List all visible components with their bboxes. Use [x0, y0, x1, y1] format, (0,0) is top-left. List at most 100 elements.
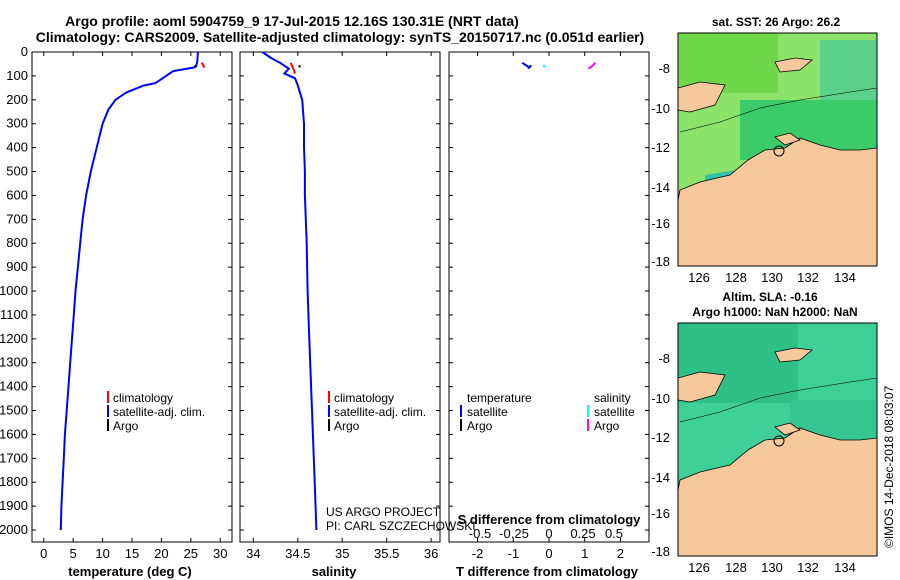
s-difference-tick-labels: -0.5 -0.25 0 0.25 0.5	[469, 526, 623, 541]
depth-tick-label: 1900	[0, 498, 28, 513]
depth-tick-label: 1000	[0, 283, 28, 298]
depth-tick-label: 800	[6, 235, 28, 250]
x-tick-label: 5	[70, 546, 77, 561]
imos-timestamp: ©IMOS 14-Dec-2018 08:03:07	[882, 385, 896, 548]
x-tick-label: 0	[40, 546, 47, 561]
legend-label-argo: Argo	[113, 419, 139, 433]
lon-tick-label: 134	[834, 560, 856, 575]
depth-tick-label: 1400	[0, 379, 28, 394]
difference-depth-ticks	[449, 51, 649, 531]
sst-depth-contour	[679, 87, 877, 133]
temperature-panel: 0100200300400500600700800900100011001200…	[0, 44, 233, 579]
t-difference-axis-label: T difference from climatology	[456, 564, 639, 579]
sla-map-axes: -8 -10 -12 -14 -16 -18 126 128 130 132 1…	[651, 351, 856, 575]
temperature-axis: 0 5 10 15 20 25 30	[40, 52, 227, 561]
x-tick-label: 0	[545, 546, 552, 561]
depth-tick-label: 1100	[0, 307, 28, 322]
series-line-satellite-adj-clim-	[261, 51, 318, 531]
lat-tick-label: -10	[651, 101, 670, 116]
sst-map-frame	[677, 32, 878, 267]
depth-tick-label: 0	[21, 44, 28, 59]
temperature-axis-label: temperature (deg C)	[68, 564, 192, 579]
sla-depth-contour	[679, 377, 877, 423]
legend-label-argo: Argo	[334, 419, 360, 433]
x-tick-label: 1	[581, 546, 588, 561]
x-tick-label: 36	[424, 546, 438, 561]
x-tick-label: -1	[508, 546, 520, 561]
temperature-plot-frame	[31, 51, 233, 543]
t-difference-axis: -2 -1 0 1 2	[472, 52, 624, 561]
figure-title-line2: Climatology: CARS2009. Satellite-adjuste…	[36, 29, 644, 45]
depth-tick-label: 100	[6, 68, 28, 83]
depth-tick-label: 500	[6, 164, 28, 179]
lon-tick-label: 130	[761, 270, 783, 285]
sst-map-axes: -8 -10 -12 -14 -16 -18 126 128 130 132 1…	[651, 61, 856, 285]
series-line-climatology	[200, 62, 206, 68]
x-tick-label: 34.5	[285, 546, 310, 561]
lat-tick-label: -12	[651, 140, 670, 155]
legend-header-salinity: salinity	[594, 391, 631, 405]
x-tick-label: 25	[184, 546, 198, 561]
difference-legend: temperature salinity satellite Argo sate…	[460, 391, 635, 433]
sst-map-image	[678, 33, 877, 266]
lon-tick-label: 132	[797, 270, 819, 285]
depth-tick-label: 2000	[0, 522, 28, 537]
lat-tick-label: -8	[658, 61, 670, 76]
legend-label-climatology: climatology	[113, 391, 173, 405]
x-tick-label: 30	[213, 546, 227, 561]
sla-map-image	[678, 323, 877, 556]
depth-tick-label: 300	[6, 116, 28, 131]
legend-header-temperature: temperature	[467, 391, 532, 405]
difference-series	[521, 61, 597, 70]
series-line-t-satellite	[521, 61, 531, 70]
sla-map-title-line1: Altim. SLA: -0.16	[722, 290, 818, 304]
temperature-legend: climatology satellite-adj. clim. Argo	[107, 391, 205, 433]
sla-landmass	[678, 427, 877, 556]
salinity-plot-frame	[239, 51, 441, 543]
x-tick-label: 2	[617, 546, 624, 561]
s-tick-label: 0.25	[570, 526, 595, 541]
lon-tick-label: 128	[725, 270, 747, 285]
depth-tick-label: 1200	[0, 331, 28, 346]
lat-tick-label: -14	[651, 180, 670, 195]
sla-island	[774, 422, 801, 436]
depth-axis: 0 100 200 300 400 500 600 700 800 900 1000 1100 1200…	[0, 44, 232, 537]
sst-landmass	[678, 137, 877, 266]
temperature-series	[59, 51, 206, 531]
sst-patch	[678, 33, 778, 93]
difference-plot-frame	[448, 51, 650, 543]
depth-tick-label: 1300	[0, 355, 28, 370]
legend-label-s-argo: Argo	[594, 419, 620, 433]
lat-tick-label: -14	[651, 470, 670, 485]
sla-map-title-line2: Argo h1000: NaN h2000: NaN	[692, 305, 857, 319]
depth-tick-label: 400	[6, 140, 28, 155]
depth-tick-label: 1800	[0, 474, 28, 489]
x-tick-label: 20	[154, 546, 168, 561]
s-tick-label: 0.5	[605, 526, 623, 541]
lat-tick-label: -8	[658, 351, 670, 366]
sst-map-panel: sat. SST: 26 Argo: 26.2 -8 -10 -12 -14	[651, 15, 878, 285]
sst-island	[774, 57, 813, 73]
sst-island	[678, 81, 726, 113]
sla-map-frame	[677, 322, 878, 557]
series-line-s-satellite	[542, 64, 546, 68]
lat-tick-label: -16	[651, 506, 670, 521]
salinity-legend: climatology satellite-adj. clim. Argo	[328, 391, 426, 433]
sla-island	[774, 347, 813, 363]
s-tick-label: 0	[545, 526, 552, 541]
x-tick-label: 15	[125, 546, 139, 561]
figure-title-line1: Argo profile: aoml 5904759_9 17-Jul-2015…	[65, 13, 519, 29]
sst-island	[774, 132, 801, 146]
salinity-panel: 34 34.5 35 35.5 36 salinity climatology sate…	[239, 51, 476, 579]
sla-map-panel: Altim. SLA: -0.16 Argo h1000: NaN h2000:…	[651, 290, 878, 575]
argo-location-marker	[773, 435, 785, 447]
legend-label-t-satellite: satellite	[467, 405, 508, 419]
legend-label-climatology: climatology	[334, 391, 394, 405]
legend-label-satellite: satellite-adj. clim.	[113, 405, 205, 419]
series-line-climatology	[289, 62, 297, 74]
depth-tick-label: 200	[6, 92, 28, 107]
series-line-satellite-adj-clim-	[59, 51, 199, 531]
depth-tick-label: 1700	[0, 450, 28, 465]
lat-tick-label: -18	[651, 254, 670, 269]
